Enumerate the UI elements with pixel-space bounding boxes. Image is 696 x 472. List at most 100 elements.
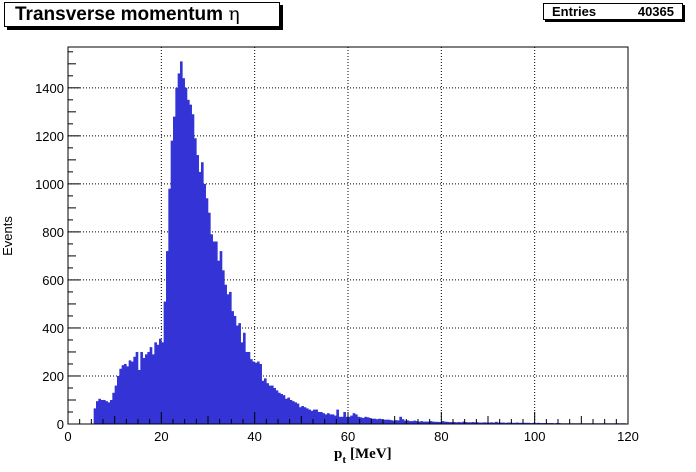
histogram-bar	[96, 401, 99, 424]
x-tick-label: 60	[341, 429, 355, 444]
stats-box: Entries 40365	[543, 3, 683, 20]
histogram-bar	[516, 422, 519, 424]
histogram-bar	[474, 422, 477, 424]
histogram-bar	[282, 395, 286, 424]
histogram-bar	[208, 212, 211, 424]
histogram-bar	[471, 422, 475, 424]
histogram-bar	[156, 344, 160, 424]
histogram-bar	[476, 422, 479, 424]
histogram-bar	[399, 416, 402, 424]
histogram-bar	[490, 422, 493, 424]
histogram-bar	[520, 422, 524, 424]
histogram-bar	[266, 383, 269, 424]
histogram-bar	[320, 411, 323, 424]
histogram-bar	[350, 415, 353, 424]
histogram-bar	[247, 351, 251, 424]
histogram-bar	[140, 351, 143, 424]
histogram-bar	[378, 418, 381, 424]
histogram-bar	[432, 421, 435, 424]
histogram-bar	[513, 422, 517, 424]
histogram-bar	[103, 399, 106, 424]
histogram-bar	[462, 421, 465, 424]
x-tick-label: 20	[154, 429, 168, 444]
histogram-bar	[285, 398, 288, 424]
histogram-bar	[364, 416, 367, 424]
histogram-bar	[406, 420, 409, 424]
histogram-bar	[182, 78, 185, 425]
histogram-bar	[268, 385, 272, 424]
histogram-bar	[492, 422, 496, 424]
histogram-bar	[240, 342, 244, 424]
histogram-bar	[359, 417, 363, 424]
histogram-bar	[152, 354, 155, 424]
histogram-bar	[371, 418, 374, 424]
histogram-bar	[180, 61, 183, 424]
histogram-bar	[184, 87, 188, 424]
histogram-bar	[348, 416, 351, 424]
histogram-bar	[149, 347, 153, 424]
histogram-bar	[278, 392, 281, 424]
histogram-bar	[299, 407, 302, 424]
histogram-bar	[481, 422, 484, 424]
histogram-bar	[189, 104, 192, 425]
histogram-bar	[488, 422, 491, 424]
histogram-bar	[357, 416, 360, 424]
histogram-bar	[93, 408, 97, 424]
x-axis-label-main: p	[334, 446, 342, 462]
histogram-bar	[201, 162, 204, 424]
histogram-bar	[362, 417, 365, 424]
histogram-bar	[112, 392, 115, 424]
histogram-bar	[238, 323, 241, 424]
y-tick-label: 800	[42, 225, 64, 240]
histogram-bar	[306, 408, 309, 424]
histogram-bar	[187, 99, 190, 424]
histogram-bar	[502, 422, 505, 424]
histogram-bar	[499, 422, 503, 424]
histogram-bar	[383, 419, 386, 424]
histogram-bar	[397, 420, 400, 424]
histogram-bar	[338, 416, 342, 424]
histogram-bar	[537, 422, 540, 424]
histogram-bar	[401, 419, 405, 424]
y-tick-label: 1000	[35, 177, 64, 192]
histogram-bar	[313, 409, 316, 424]
histogram-bar	[355, 414, 358, 424]
histogram-bar	[322, 413, 325, 424]
histogram-bar	[504, 422, 507, 424]
y-tick-label: 0	[57, 417, 64, 432]
histogram-bar	[128, 360, 132, 424]
histogram-bar	[166, 251, 169, 424]
histogram-bar	[439, 422, 442, 424]
histogram-bar	[280, 393, 283, 424]
histogram-bar	[117, 375, 120, 424]
histogram-bar	[226, 294, 230, 424]
histogram-bar	[413, 420, 416, 424]
histogram-bar	[334, 415, 337, 424]
x-tick-label: 80	[434, 429, 448, 444]
stats-entries-value: 40365	[637, 4, 674, 19]
histogram-bar	[443, 421, 447, 424]
histogram-bar	[415, 421, 419, 424]
histogram-bar	[317, 411, 321, 424]
histogram-bar	[196, 155, 199, 425]
y-tick-label: 600	[42, 273, 64, 288]
histogram-bar	[271, 385, 274, 424]
histogram-bar	[380, 419, 384, 424]
histogram-bar	[497, 422, 500, 424]
histogram-bar	[441, 421, 444, 424]
histogram-bar	[163, 301, 167, 424]
chart-title: Transverse momentum	[15, 4, 224, 25]
histogram-bar	[159, 338, 162, 424]
histogram-bar	[170, 140, 174, 424]
histogram-bar	[457, 422, 461, 424]
histogram-bar	[177, 73, 181, 425]
histogram-bar	[411, 421, 414, 424]
histogram-bar	[215, 241, 218, 424]
histogram-bar	[229, 291, 232, 424]
histogram-bar	[369, 417, 372, 424]
histogram-bar	[210, 234, 213, 424]
histogram-bar	[373, 418, 377, 424]
histogram-bar	[114, 385, 118, 424]
histogram-bar	[460, 422, 463, 424]
histogram-bar	[264, 378, 267, 424]
